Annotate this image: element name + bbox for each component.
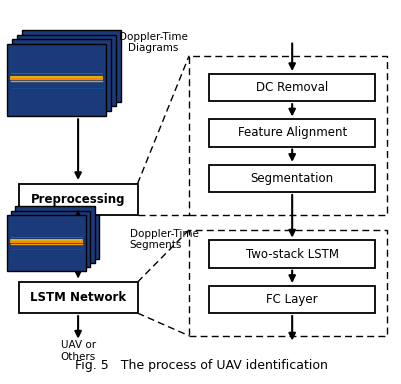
Bar bbox=[7, 215, 86, 271]
Text: Doppler-Time
Diagrams: Doppler-Time Diagrams bbox=[119, 32, 187, 53]
Text: Doppler-Time
Segments: Doppler-Time Segments bbox=[129, 228, 198, 250]
Bar bbox=[20, 202, 99, 259]
Bar bbox=[188, 230, 387, 336]
Bar bbox=[209, 74, 375, 101]
Bar bbox=[15, 206, 95, 263]
Text: FC Layer: FC Layer bbox=[266, 293, 317, 306]
Bar bbox=[18, 184, 137, 215]
Bar bbox=[209, 119, 375, 147]
Text: UAV or
Others: UAV or Others bbox=[60, 340, 95, 362]
Bar bbox=[17, 35, 116, 106]
Text: LSTM Network: LSTM Network bbox=[30, 291, 126, 304]
Bar bbox=[18, 282, 137, 313]
Bar bbox=[7, 45, 105, 116]
Text: Segmentation: Segmentation bbox=[250, 172, 333, 185]
Bar bbox=[209, 240, 375, 268]
Text: Preprocessing: Preprocessing bbox=[31, 193, 125, 206]
Text: Two-stack LSTM: Two-stack LSTM bbox=[245, 248, 338, 261]
Bar bbox=[188, 56, 387, 215]
Text: DC Removal: DC Removal bbox=[255, 81, 328, 94]
Bar bbox=[22, 30, 121, 101]
Text: Feature Alignment: Feature Alignment bbox=[237, 126, 346, 139]
Bar bbox=[11, 210, 90, 267]
Bar bbox=[12, 40, 111, 111]
Text: Fig. 5   The process of UAV identification: Fig. 5 The process of UAV identification bbox=[74, 359, 327, 372]
Bar bbox=[209, 286, 375, 313]
Bar bbox=[209, 165, 375, 192]
